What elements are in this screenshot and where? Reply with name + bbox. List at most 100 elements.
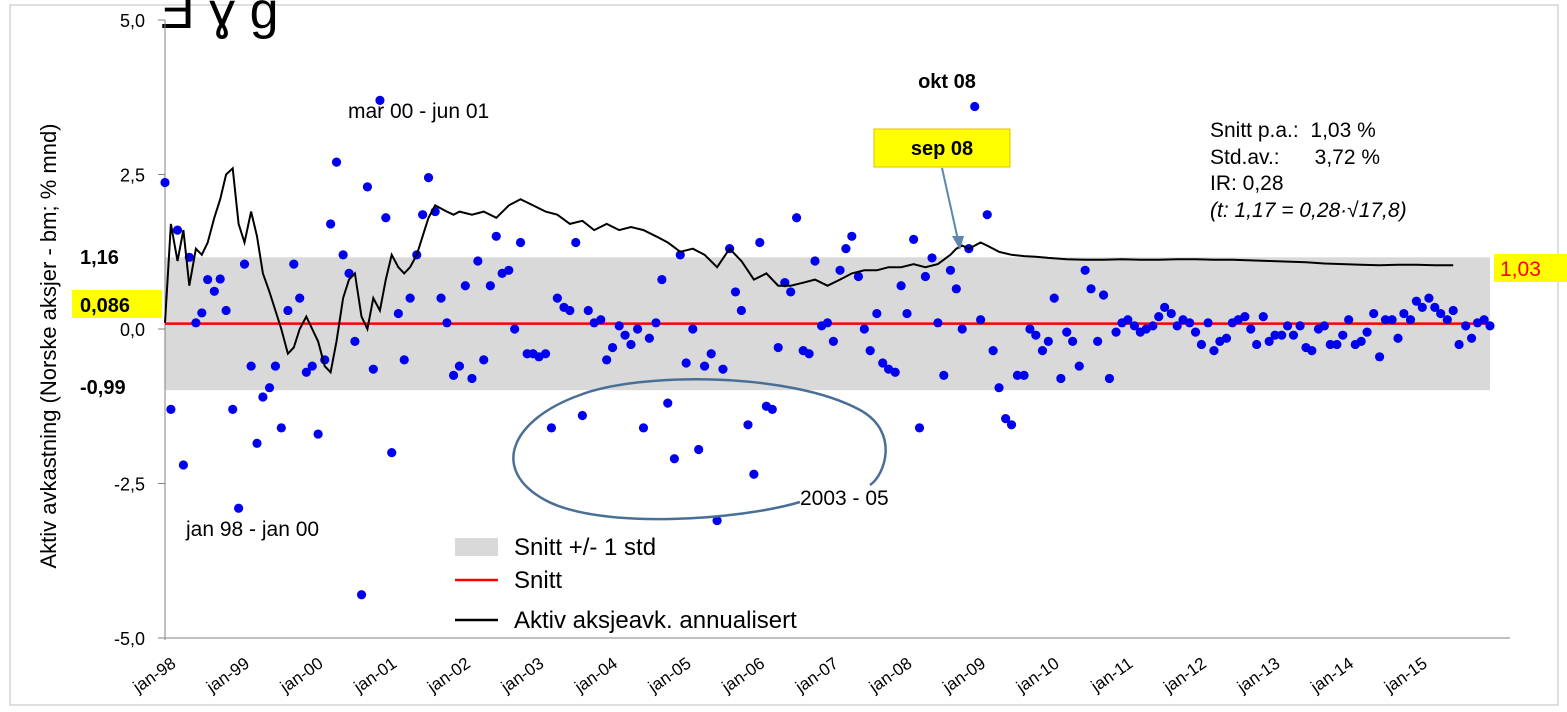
scatter-point [221,305,231,316]
scatter-point [939,370,949,380]
scatter-point [344,268,354,278]
scatter-point [1258,312,1268,322]
annotation-sep08: sep 08 [911,138,973,160]
scatter-point [1086,284,1096,294]
scatter-point [442,318,452,328]
scatter-point [663,398,673,408]
scatter-point [712,515,722,526]
scatter-point [485,281,495,291]
scatter-point [331,157,342,167]
legend-band-label: Snitt +/- 1 std [514,534,656,561]
scatter-point [607,342,618,353]
scatter-point [786,287,796,297]
scatter-point [945,265,956,275]
scatter-point [927,253,937,263]
scatter-point [1374,352,1385,362]
scatter-point [1405,315,1416,325]
scatter-point [454,361,465,371]
sep08-highlight [873,128,1011,168]
scatter-point [423,172,434,183]
scatter-point [362,182,373,192]
scatter-point [1417,302,1427,312]
scatter-point [1264,336,1274,346]
scatter-point [1369,308,1379,319]
scatter-point [405,293,415,303]
scatter-point [688,324,698,334]
scatter-point [375,95,385,105]
scatter-point [1037,346,1048,356]
scatter-point [914,423,925,433]
scatter-point [166,404,176,414]
scatter-point [418,210,428,220]
scatter-point [1154,312,1164,322]
scatter-point [473,256,483,266]
scatter-point [951,284,961,294]
scatter-point [909,234,919,244]
scatter-point [1442,315,1452,325]
scatter-point [1019,370,1029,380]
scatter-point [644,333,654,343]
scatter-point [448,370,459,380]
scatter-point [1006,420,1017,430]
scatter-point [1093,336,1103,346]
scatter-point [246,361,256,371]
scatter-point [694,444,704,455]
scatter-point [289,259,299,269]
scatter-point [1080,265,1090,275]
scatter-point [1049,293,1059,303]
scatter-point [602,355,612,365]
annotation-2003-05: 2003 - 05 [800,487,889,510]
scatter-point [1424,293,1434,303]
scatter-point [1393,333,1403,343]
scatter-point [571,237,581,248]
scatter-point [1062,327,1072,337]
scatter-point [1111,327,1121,337]
mean-label-highlight [72,290,162,318]
mean-left-label: 0,086 [80,295,130,317]
right-value-label: 1,03 [1500,258,1541,281]
scatter-point [970,101,980,112]
scatter-point [356,590,367,600]
scatter-point [957,324,967,334]
scatter-point [1203,318,1213,328]
stat-mean: Snitt p.a.: 1,03 % [1210,119,1376,142]
scatter-point [1282,321,1293,331]
y-axis-title: Aktiv avkastning (Norske aksjer - bm; % … [36,123,61,568]
y-tick-label: 2,5 [120,166,145,186]
scatter-point [215,274,225,284]
scatter-point [491,231,501,241]
scatter-point [859,324,869,334]
scatter-point [1466,333,1477,343]
y-ticks: 5,0 2,5 0,0 -2,5 -5,0 [114,11,165,649]
scatter-point [1325,339,1335,350]
scatter-point [295,293,305,303]
scatter-point [1356,336,1366,346]
scatter-point [172,225,183,235]
scatter-point [504,265,514,275]
scatter-point [178,460,189,470]
scatter-point [872,308,882,319]
scatter-point [1295,321,1305,331]
scatter-point [1172,321,1182,331]
scatter-point [1288,330,1299,340]
legend-band-swatch [455,538,498,556]
legend-mean-label: Snitt [514,567,562,594]
scatter-point [1196,339,1207,350]
scatter-point [197,308,207,318]
scatter-point [976,315,986,325]
scatter-point [467,373,477,384]
scatter-point [381,213,391,223]
scatter-point [718,364,728,374]
scatter-point [393,308,403,319]
scatter-point [675,250,685,260]
scatter-point [853,271,864,282]
scatter-point [1148,321,1158,331]
scatter-point [1380,315,1391,325]
scatter-point [1344,315,1354,325]
scatter-point [552,293,562,303]
scatter-point [301,367,311,377]
scatter-point [1068,336,1078,346]
annotation-okt08: okt 08 [918,71,976,93]
